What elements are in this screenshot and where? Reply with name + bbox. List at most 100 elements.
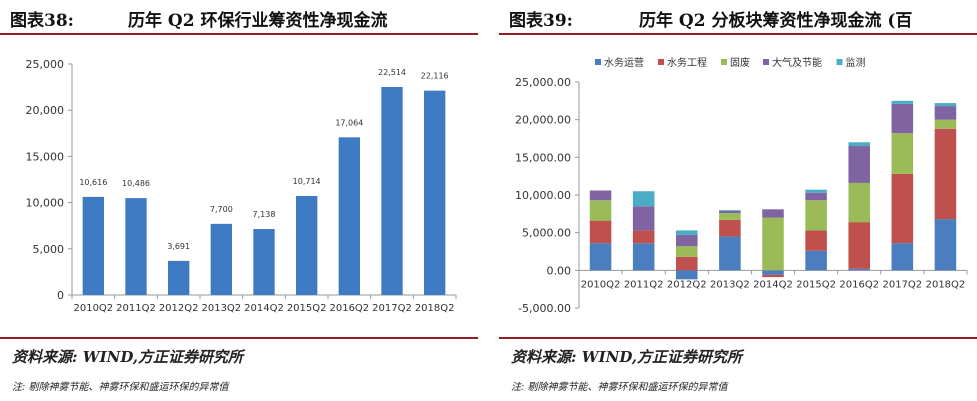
x-tick-label: 2012Q2 [159, 303, 199, 314]
stacked-bar-segment [848, 222, 870, 269]
x-tick-label: 2014Q2 [753, 279, 793, 290]
right-note-text: 注: 剔除神雾节能、神雾环保和盛运环保的异常值 [511, 382, 728, 393]
data-label: 10,486 [122, 179, 150, 188]
y-tick-label: 15,000 [26, 150, 65, 163]
x-tick-label: 2016Q2 [329, 303, 369, 314]
legend-label: 固废 [730, 56, 750, 69]
bar [82, 196, 104, 295]
stacked-bar-segment [805, 200, 827, 231]
x-tick-label: 2013Q2 [710, 279, 750, 290]
x-tick-label: 2010Q2 [581, 279, 621, 290]
x-tick-label: 2013Q2 [201, 303, 241, 314]
data-label: 22,514 [378, 68, 406, 77]
legend-label: 水务工程 [667, 56, 707, 69]
stacked-bar-segment [589, 200, 612, 221]
y-tick-label: 10,000.00 [515, 189, 571, 202]
y-tick-label: 5,000 [33, 243, 65, 256]
stacked-bar-segment [589, 243, 612, 271]
stacked-bar-segment [891, 133, 914, 174]
stacked-bar-segment [589, 220, 612, 244]
x-tick-label: 2012Q2 [667, 279, 707, 290]
legend-swatch [658, 59, 664, 65]
legend-label: 水务运营 [604, 56, 644, 69]
stacked-bar-segment [719, 213, 741, 220]
stacked-bar-segment [762, 270, 784, 275]
y-tick-label: 20,000.00 [515, 114, 571, 127]
legend-label: 大气及节能 [772, 56, 822, 69]
y-tick-label: -5,000.00 [518, 302, 571, 315]
stacked-bar-segment [632, 243, 655, 271]
legend-swatch [836, 59, 843, 65]
data-label: 3,691 [167, 242, 190, 251]
x-tick-label: 2011Q2 [116, 303, 156, 314]
bar [125, 198, 147, 295]
x-tick-label: 2015Q2 [287, 303, 327, 314]
y-tick-label: 0 [57, 289, 64, 302]
stacked-bar-segment [805, 189, 827, 193]
right-stacked-bar-chart: 水务运营 水务工程 固废 大气及节能 监测 -5,000.00 0.00 5,000.00 10… [515, 56, 968, 315]
stacked-bar-segment [632, 191, 655, 207]
x-tick-label: 2017Q2 [372, 303, 412, 314]
data-label: 10,616 [79, 178, 107, 187]
stacked-bar-segment [848, 182, 870, 223]
data-label: 7,700 [210, 205, 233, 214]
stacked-bar-segment [676, 256, 698, 271]
data-label: 22,116 [421, 72, 449, 81]
bar [381, 86, 403, 295]
left-note-text: 注: 剔除神雾节能、神雾环保和盛运环保的异常值 [12, 382, 229, 393]
stacked-bar-segment [719, 210, 741, 214]
stacked-bar-segment [805, 250, 827, 271]
x-tick-label: 2017Q2 [882, 279, 922, 290]
stacked-bar-segment [719, 210, 741, 211]
data-label: 7,138 [253, 210, 276, 219]
stacked-bar-segment [632, 230, 655, 244]
y-tick-label: 15,000.00 [515, 151, 571, 164]
bar [424, 90, 446, 295]
right-chart-title: 历年 Q2 分板块筹资性净现金流 (百 [639, 11, 913, 31]
right-source-rule [499, 337, 977, 339]
y-tick-label: 5,000.00 [522, 227, 571, 240]
right-title-rule [499, 33, 977, 35]
stacked-bar-segment [762, 217, 784, 271]
right-source-text: 资料来源: WIND,方正证券研究所 [511, 348, 743, 366]
stacked-bar-segment [676, 234, 698, 247]
legend-swatch [595, 59, 601, 65]
legend-label: 监测 [846, 56, 866, 69]
x-tick-label: 2014Q2 [244, 303, 284, 314]
left-source-text: 资料来源: WIND,方正证券研究所 [12, 348, 244, 366]
stacked-bar-segment [848, 268, 870, 271]
stacked-bar-segment [676, 230, 698, 235]
y-tick-label: 25,000.00 [515, 76, 571, 89]
left-bar-chart: 0 5,000 10,000 15,000 20,000 25,000 10,616 2010… [26, 58, 457, 314]
x-tick-label: 2015Q2 [796, 279, 836, 290]
stacked-bar-segment [719, 219, 741, 237]
y-tick-label: 20,000 [26, 104, 65, 117]
right-title-row: 图表39: 历年 Q2 分板块筹资性净现金流 (百 [499, 0, 977, 33]
stacked-bar-segment [934, 119, 957, 129]
bar [338, 137, 360, 295]
bar [296, 196, 318, 295]
x-tick-label: 2016Q2 [839, 279, 879, 290]
stacked-bar-segment [891, 100, 914, 104]
right-chart-panel: 图表39: 历年 Q2 分板块筹资性净现金流 (百 水务运营 水务工程 固废 大气及节… [499, 0, 977, 401]
stacked-bar-segment [676, 270, 698, 280]
stacked-bar-segment [632, 206, 655, 231]
left-source-rule [0, 337, 478, 339]
stacked-bar-segment [934, 106, 957, 120]
stacked-bar-segment [891, 243, 914, 271]
y-tick-label: 10,000 [26, 197, 65, 210]
left-title-row: 图表38: 历年 Q2 环保行业筹资性净现金流 [0, 0, 478, 33]
left-title-rule [0, 33, 478, 35]
stacked-bar-segment [805, 230, 827, 251]
right-figure-number: 图表39: [509, 11, 573, 31]
stacked-bar-segment [934, 103, 957, 107]
stacked-bar-segment [719, 236, 741, 271]
stacked-bar-segment [934, 128, 957, 220]
left-chart-title: 历年 Q2 环保行业筹资性净现金流 [128, 11, 388, 31]
data-label: 10,714 [293, 177, 321, 186]
stacked-bar-segment [848, 142, 870, 147]
stacked-bar-segment [676, 246, 698, 257]
stacked-bar-segment [848, 146, 870, 183]
left-figure-number: 图表38: [10, 11, 74, 31]
x-tick-label: 2011Q2 [624, 279, 664, 290]
